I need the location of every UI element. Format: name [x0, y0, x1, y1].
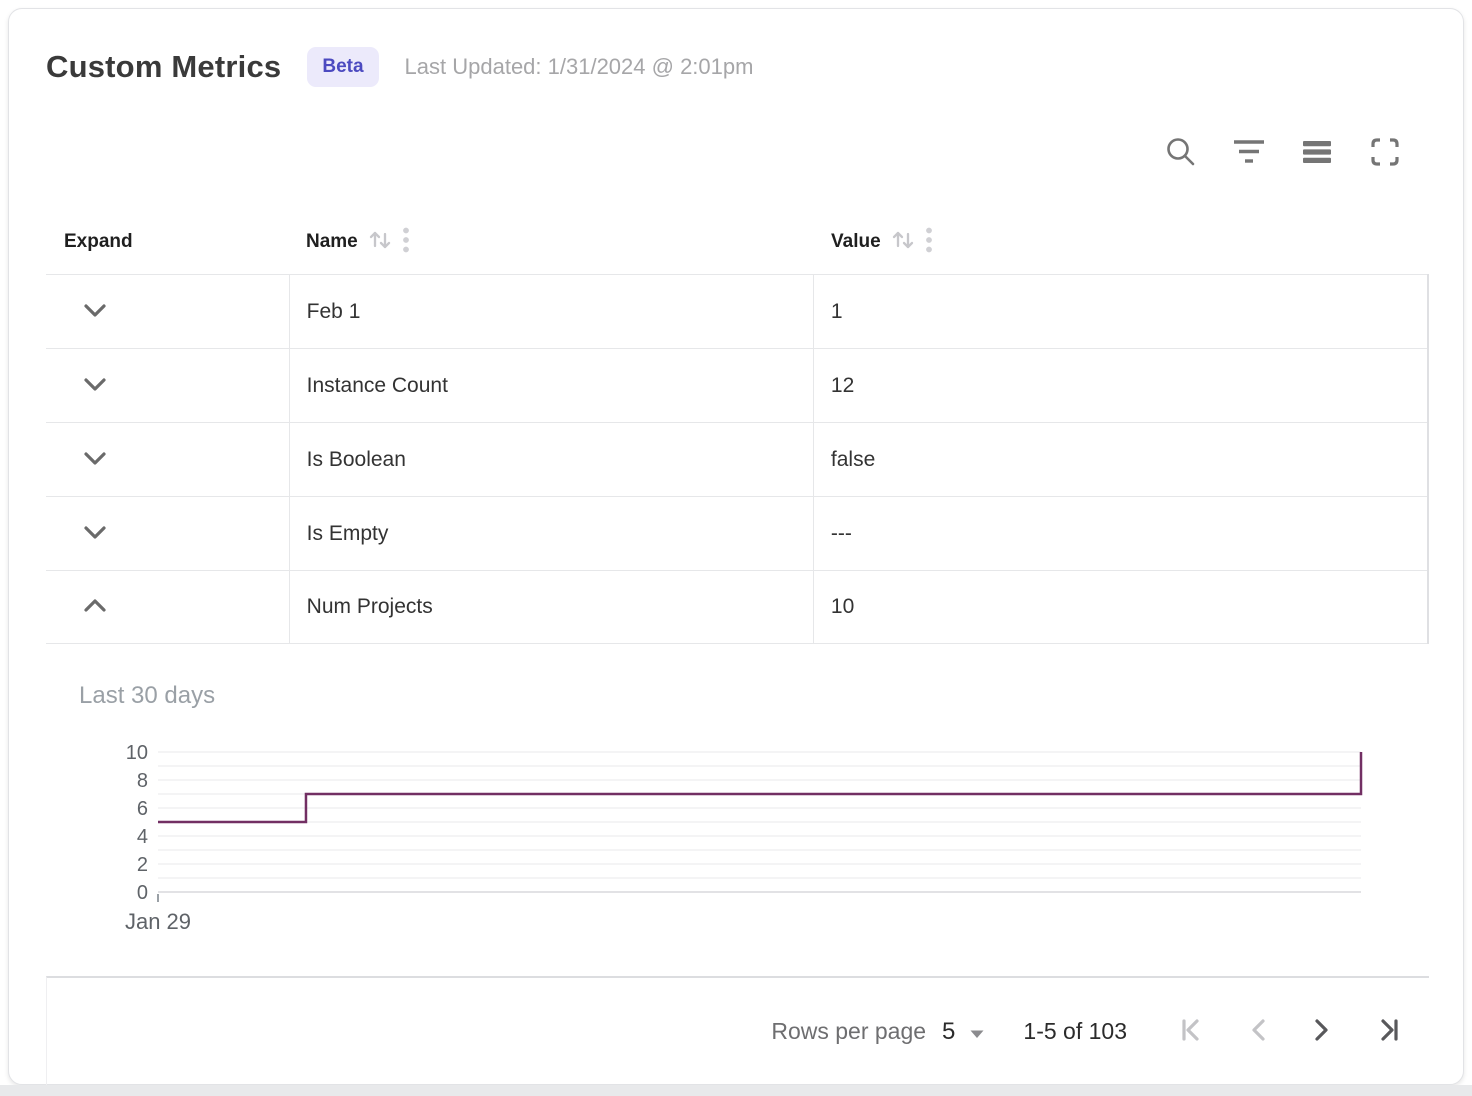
metric-value: ---	[812, 497, 1427, 570]
search-button[interactable]	[1159, 131, 1203, 175]
chevron-down-icon	[83, 303, 107, 321]
page-title: Custom Metrics	[46, 49, 282, 84]
rows-per-page-label: Rows per page	[771, 1018, 927, 1044]
table-row: Num Projects 10	[46, 570, 1427, 644]
metric-name: Num Projects	[288, 571, 813, 643]
last-page-icon	[1375, 1017, 1401, 1046]
fullscreen-icon	[1368, 135, 1402, 172]
kebab-icon	[925, 226, 933, 257]
metric-value: 10	[812, 571, 1427, 643]
metric-value: 12	[812, 349, 1427, 422]
column-label: Value	[831, 230, 881, 252]
expand-row-button[interactable]	[77, 445, 113, 475]
column-header-name[interactable]: Name	[289, 226, 814, 257]
name-column-menu-button[interactable]	[402, 226, 410, 257]
table-row: Feb 1 1	[46, 274, 1427, 348]
pagination-bar: Rows per page 5 1-5 of 103	[46, 976, 1429, 1085]
svg-text:8: 8	[137, 770, 148, 792]
table-header-row: Expand Name	[46, 209, 1429, 274]
next-page-button[interactable]	[1311, 1017, 1333, 1046]
svg-text:6: 6	[137, 798, 148, 820]
chevron-up-icon	[83, 598, 107, 616]
metric-name: Feb 1	[288, 275, 813, 348]
page-background-strip	[0, 1085, 1472, 1096]
metric-name: Is Boolean	[288, 423, 813, 496]
density-icon	[1301, 137, 1333, 170]
kebab-icon	[402, 226, 410, 257]
filter-button[interactable]	[1227, 131, 1271, 175]
table-row: Is Empty ---	[46, 496, 1427, 570]
last-page-button[interactable]	[1375, 1017, 1401, 1046]
sort-value-button[interactable]	[891, 229, 915, 254]
expand-row-button[interactable]	[77, 371, 113, 401]
chevron-left-icon	[1247, 1017, 1269, 1046]
custom-metrics-card: Custom Metrics Beta Last Updated: 1/31/2…	[8, 8, 1464, 1085]
metric-value: 1	[812, 275, 1427, 348]
chevron-down-icon	[83, 377, 107, 395]
prev-page-button[interactable]	[1247, 1017, 1269, 1046]
column-label: Name	[306, 230, 358, 252]
chevron-down-icon	[83, 451, 107, 469]
metric-name: Instance Count	[288, 349, 813, 422]
chevron-down-icon	[83, 525, 107, 543]
column-label: Expand	[64, 230, 133, 252]
table-row: Is Boolean false	[46, 422, 1427, 496]
last-updated-text: Last Updated: 1/31/2024 @ 2:01pm	[404, 54, 754, 79]
search-icon	[1164, 135, 1198, 172]
value-column-menu-button[interactable]	[925, 226, 933, 257]
column-header-value[interactable]: Value	[814, 226, 1429, 257]
chevron-right-icon	[1311, 1017, 1333, 1046]
table-toolbar	[1159, 131, 1407, 175]
svg-text:Jan 29: Jan 29	[125, 909, 191, 934]
first-page-icon	[1179, 1017, 1205, 1046]
first-page-button[interactable]	[1179, 1017, 1205, 1046]
metric-value: false	[812, 423, 1427, 496]
page-range-label: 1-5 of 103	[1023, 1018, 1127, 1044]
sort-name-button[interactable]	[368, 229, 392, 254]
collapse-row-button[interactable]	[77, 592, 113, 622]
column-header-expand: Expand	[46, 231, 289, 253]
card-header: Custom Metrics Beta Last Updated: 1/31/2…	[46, 47, 753, 87]
density-button[interactable]	[1295, 131, 1339, 175]
fullscreen-button[interactable]	[1363, 131, 1407, 175]
metric-name: Is Empty	[288, 497, 813, 570]
svg-text:4: 4	[137, 826, 148, 848]
caret-down-icon	[969, 1018, 985, 1046]
sort-icon	[368, 229, 392, 254]
table-row: Instance Count 12	[46, 348, 1427, 422]
expand-row-button[interactable]	[77, 297, 113, 327]
expand-row-button[interactable]	[77, 519, 113, 549]
rows-per-page-select[interactable]: 5	[942, 1018, 985, 1046]
chart-title: Last 30 days	[79, 682, 216, 709]
table-body: Feb 1 1 Instance Count 12	[46, 274, 1429, 644]
sort-icon	[891, 229, 915, 254]
rows-per-page-value: 5	[942, 1017, 956, 1045]
svg-text:0: 0	[137, 882, 148, 904]
beta-badge: Beta	[307, 47, 379, 87]
svg-text:10: 10	[126, 742, 148, 764]
pager-nav	[1179, 1017, 1401, 1046]
svg-text:2: 2	[137, 854, 148, 876]
filter-icon	[1231, 137, 1267, 170]
expanded-row-panel: Last 30 days 0 2 4 6 8 10 Jan 29	[46, 644, 1429, 976]
num-projects-chart: 0 2 4 6 8 10 Jan 29	[125, 742, 1363, 934]
